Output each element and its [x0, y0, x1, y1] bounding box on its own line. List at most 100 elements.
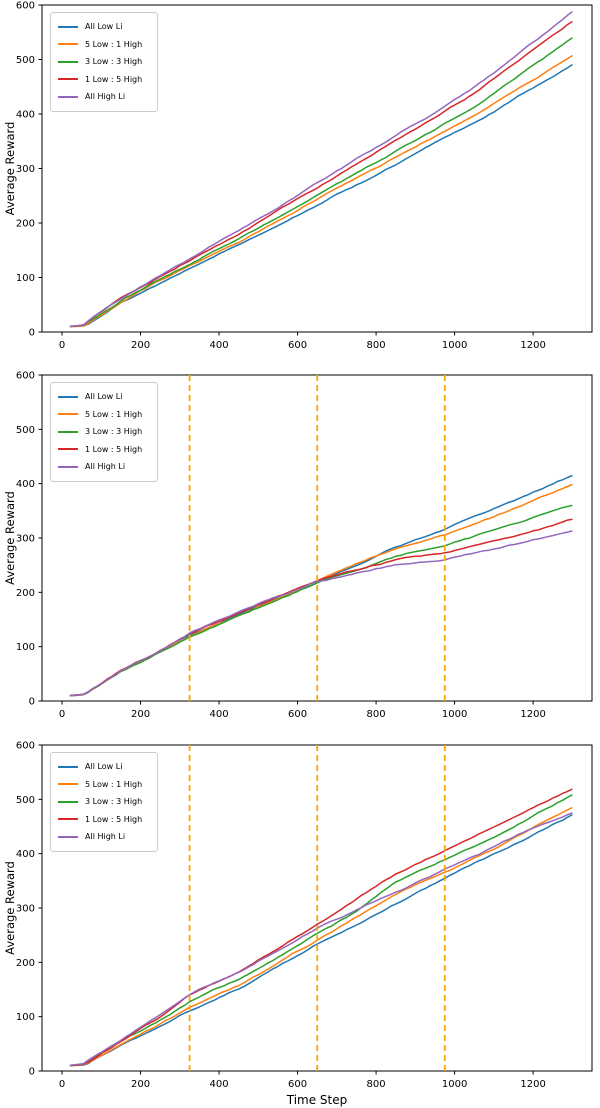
y-tick-label: 600 — [16, 371, 35, 382]
legend-label: 3 Low : 3 High — [85, 427, 143, 437]
series-line-1-low-5-high — [69, 788, 573, 1067]
y-tick-label: 400 — [16, 110, 35, 121]
legend-item: All Low Li — [58, 388, 150, 406]
legend-line-swatch-green — [58, 60, 78, 63]
legend-label: 3 Low : 3 High — [85, 797, 143, 807]
legend-item: 5 Low : 1 High — [58, 406, 150, 424]
y-tick-label: 300 — [16, 904, 35, 915]
series-line-3-low-3-high — [69, 37, 573, 328]
x-tick-label: 800 — [367, 1079, 386, 1090]
x-tick-label: 1200 — [520, 1079, 545, 1090]
series-line-all-low-li — [69, 813, 573, 1067]
legend-line-swatch-purple — [58, 465, 78, 468]
legend-label: All High Li — [85, 462, 126, 472]
legend-line-swatch-green — [58, 430, 78, 433]
legend-line-swatch-purple — [58, 95, 78, 98]
legend-chart-2: All Low Li 5 Low : 1 High 3 Low : 3 High 1 … — [50, 382, 158, 482]
x-tick-label: 1000 — [442, 709, 467, 720]
legend-line-swatch-orange — [58, 783, 78, 786]
legend-label: 5 Low : 1 High — [85, 409, 143, 419]
x-tick-label: 600 — [288, 340, 307, 351]
x-tick-label: 400 — [210, 340, 229, 351]
y-tick-label: 200 — [16, 588, 35, 599]
legend-label: All Low Li — [85, 762, 123, 772]
y-tick-label: 100 — [16, 273, 35, 284]
series-line-1-low-5-high — [69, 20, 573, 328]
legend-line-swatch-red — [58, 448, 78, 451]
legend-item: All High Li — [58, 458, 150, 476]
legend-line-swatch-blue — [58, 25, 78, 28]
y-tick-label: 500 — [16, 425, 35, 436]
x-tick-label: 0 — [59, 340, 65, 351]
legend-item: 1 Low : 5 High — [58, 71, 150, 89]
legend-label: All Low Li — [85, 22, 123, 32]
legend-chart-3: All Low Li 5 Low : 1 High 3 Low : 3 High 1 … — [50, 752, 158, 852]
x-tick-label: 200 — [131, 340, 150, 351]
x-tick-label: 1000 — [442, 1079, 467, 1090]
legend-line-swatch-blue — [58, 765, 78, 768]
legend-label: 1 Low : 5 High — [85, 444, 143, 454]
x-tick-label: 1000 — [442, 340, 467, 351]
y-axis-label: Average Reward — [3, 861, 17, 955]
y-tick-label: 300 — [16, 164, 35, 175]
legend-label: 3 Low : 3 High — [85, 57, 143, 67]
legend-line-swatch-orange — [58, 43, 78, 46]
y-tick-label: 400 — [16, 849, 35, 860]
legend-label: 1 Low : 5 High — [85, 814, 143, 824]
y-tick-label: 0 — [29, 328, 35, 339]
legend-line-swatch-purple — [58, 835, 78, 838]
legend-item: All High Li — [58, 88, 150, 106]
legend-label: 5 Low : 1 High — [85, 39, 143, 49]
x-tick-label: 200 — [131, 709, 150, 720]
series-line-5-low-1-high — [69, 806, 573, 1067]
y-axis-label: Average Reward — [3, 491, 17, 585]
y-tick-label: 0 — [29, 1067, 35, 1078]
legend-line-swatch-orange — [58, 413, 78, 416]
legend-chart-1: All Low Li 5 Low : 1 High 3 Low : 3 High 1 … — [50, 12, 158, 112]
legend-line-swatch-red — [58, 818, 78, 821]
legend-line-swatch-red — [58, 78, 78, 81]
y-tick-label: 600 — [16, 1, 35, 12]
legend-item: All Low Li — [58, 758, 150, 776]
legend-label: All High Li — [85, 832, 126, 842]
series-line-all-high-li — [69, 10, 573, 328]
legend-item: 1 Low : 5 High — [58, 441, 150, 459]
y-tick-label: 100 — [16, 642, 35, 653]
legend-item: 5 Low : 1 High — [58, 36, 150, 54]
legend-item: 3 Low : 3 High — [58, 53, 150, 71]
y-tick-label: 300 — [16, 534, 35, 545]
x-tick-label: 800 — [367, 340, 386, 351]
x-tick-label: 1200 — [520, 709, 545, 720]
series-line-all-low-li — [69, 63, 573, 328]
legend-label: 5 Low : 1 High — [85, 779, 143, 789]
series-line-all-high-li — [69, 812, 573, 1067]
legend-label: 1 Low : 5 High — [85, 74, 143, 84]
legend-line-swatch-green — [58, 800, 78, 803]
series-line-all-high-li — [69, 530, 573, 697]
x-tick-label: 200 — [131, 1079, 150, 1090]
x-tick-label: 0 — [59, 1079, 65, 1090]
x-tick-label: 1200 — [520, 340, 545, 351]
x-tick-label: 0 — [59, 709, 65, 720]
y-tick-label: 200 — [16, 958, 35, 969]
y-tick-label: 100 — [16, 1012, 35, 1023]
x-tick-label: 800 — [367, 709, 386, 720]
y-tick-label: 200 — [16, 219, 35, 230]
series-line-5-low-1-high — [69, 54, 573, 328]
legend-item: 3 Low : 3 High — [58, 793, 150, 811]
y-tick-label: 600 — [16, 741, 35, 752]
x-tick-label: 600 — [288, 709, 307, 720]
y-tick-label: 0 — [29, 697, 35, 708]
x-tick-label: 600 — [288, 1079, 307, 1090]
y-tick-label: 500 — [16, 55, 35, 66]
series-line-3-low-3-high — [69, 794, 573, 1067]
y-axis-label: Average Reward — [3, 122, 17, 216]
legend-item: 1 Low : 5 High — [58, 811, 150, 829]
x-tick-label: 400 — [210, 1079, 229, 1090]
legend-label: All Low Li — [85, 392, 123, 402]
legend-item: All High Li — [58, 828, 150, 846]
x-tick-label: 400 — [210, 709, 229, 720]
y-tick-label: 500 — [16, 795, 35, 806]
